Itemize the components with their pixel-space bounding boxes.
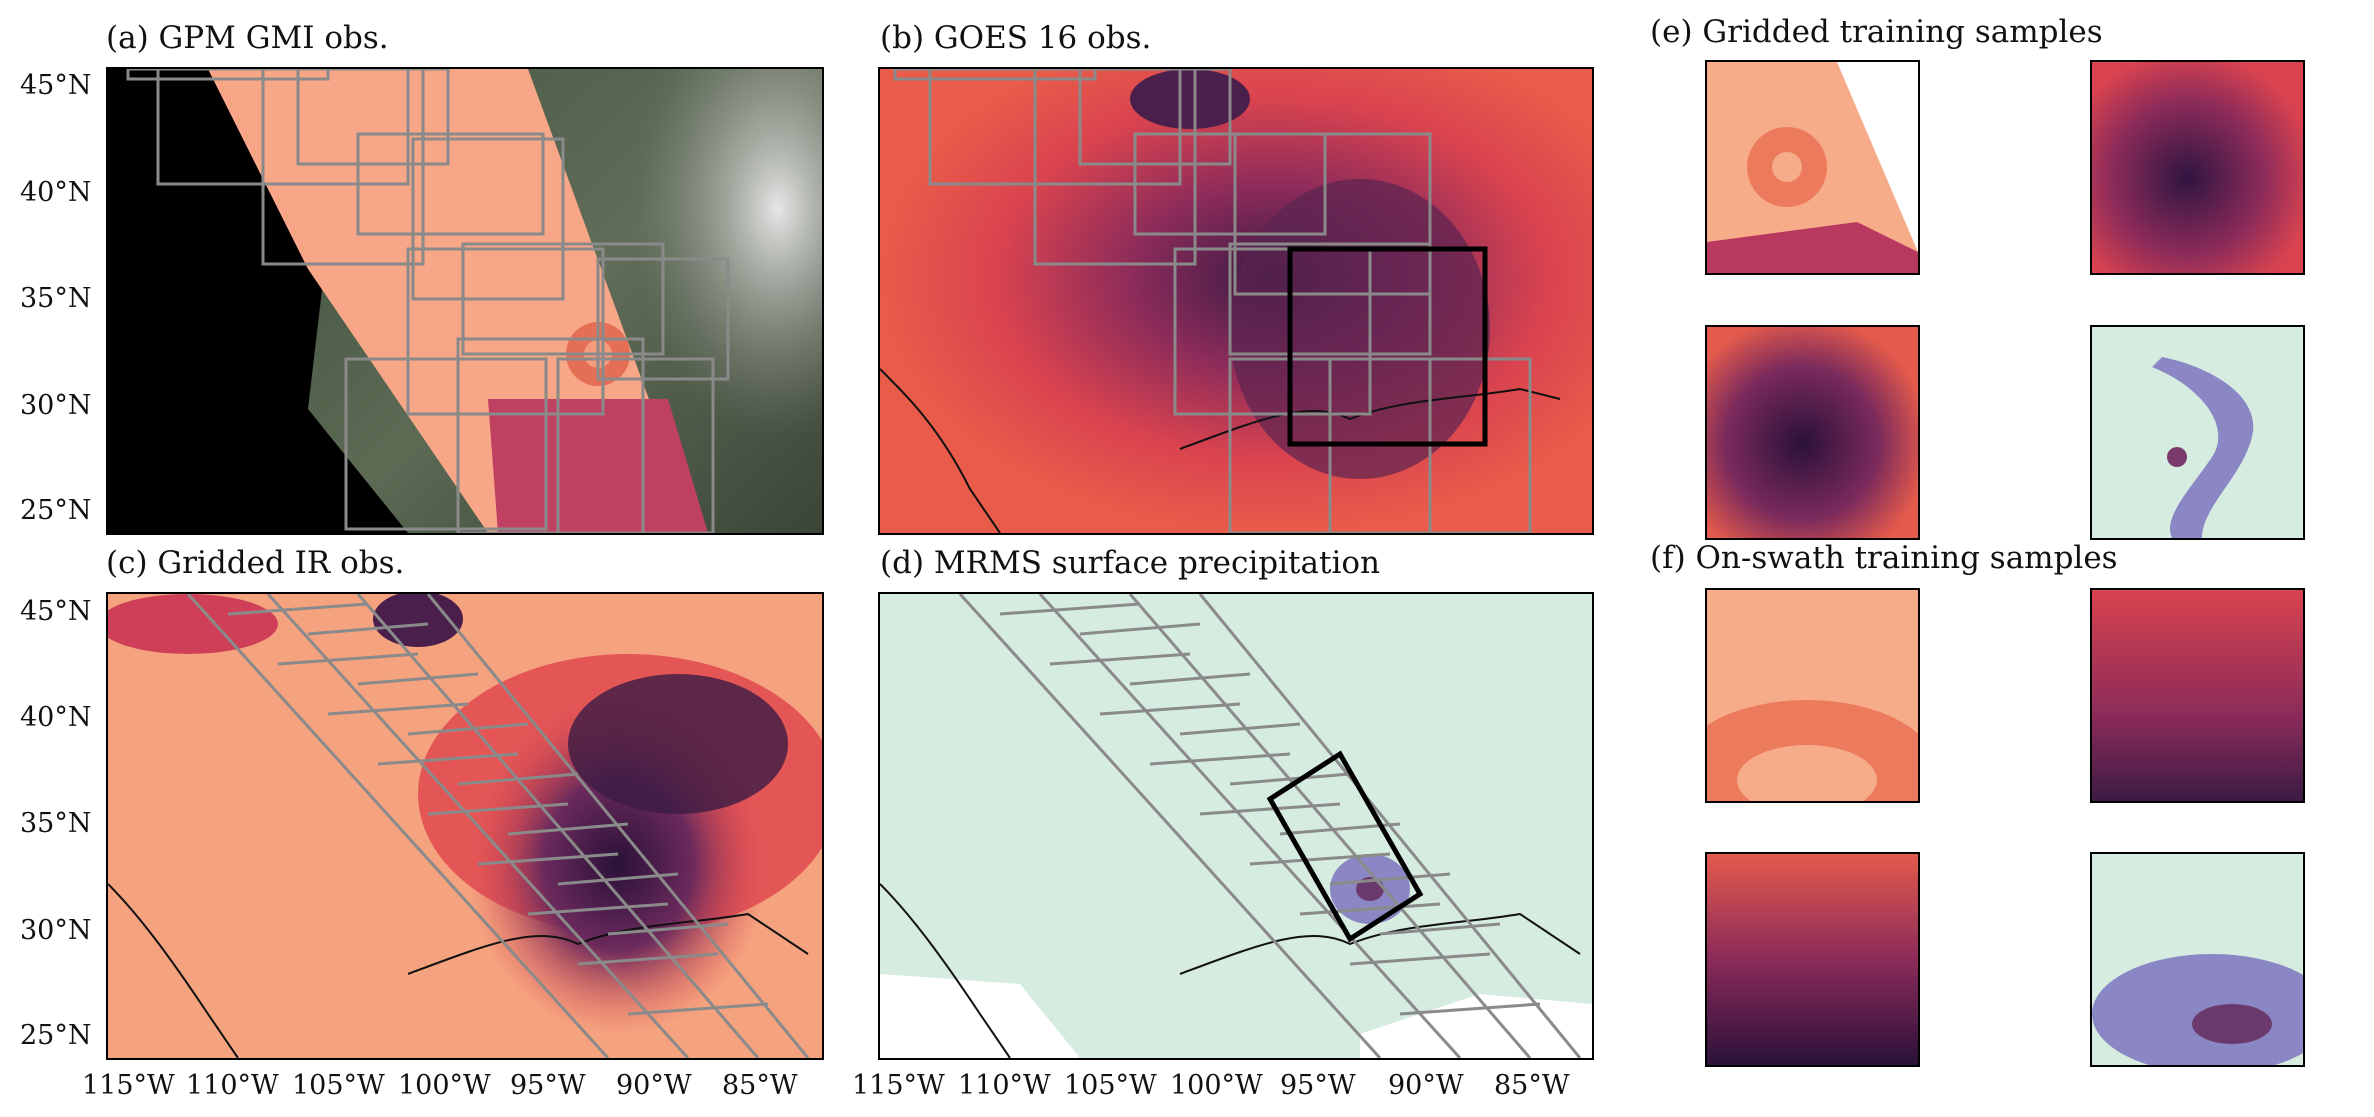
- panel-b-map: [878, 67, 1594, 535]
- lat-tick: 40°N: [20, 702, 92, 733]
- onswath-sample-precip: [2090, 852, 2305, 1067]
- panel-b-title: (b) GOES 16 obs.: [880, 20, 1152, 56]
- gridded-sample-gmi: [1705, 60, 1920, 275]
- lon-tick: 105°W: [1064, 1070, 1157, 1101]
- lon-tick: 90°W: [616, 1070, 692, 1101]
- lat-tick: 25°N: [20, 495, 92, 526]
- lon-tick: 95°W: [1280, 1070, 1356, 1101]
- lon-tick: 85°W: [1494, 1070, 1570, 1101]
- lat-tick: 45°N: [20, 596, 92, 627]
- lon-tick: 115°W: [852, 1070, 945, 1101]
- lat-tick: 30°N: [20, 390, 92, 421]
- lon-tick: 100°W: [1170, 1070, 1263, 1101]
- gridded-sample-goes: [2090, 60, 2305, 275]
- lat-tick: 25°N: [20, 1020, 92, 1051]
- gridded-sample-ir: [1705, 325, 1920, 540]
- onswath-sample-goes: [2090, 588, 2305, 803]
- panel-c-map: [106, 592, 824, 1060]
- lat-tick: 35°N: [20, 808, 92, 839]
- lat-tick: 45°N: [20, 70, 92, 101]
- gridded-sample-precip: [2090, 325, 2305, 540]
- panel-e-title: (e) Gridded training samples: [1650, 14, 2103, 50]
- lat-tick: 35°N: [20, 283, 92, 314]
- panel-a-title: (a) GPM GMI obs.: [106, 20, 389, 56]
- onswath-sample-gmi: [1705, 588, 1920, 803]
- lon-tick: 100°W: [398, 1070, 491, 1101]
- panel-a-map: [106, 67, 824, 535]
- panel-c-title: (c) Gridded IR obs.: [106, 545, 405, 581]
- lon-tick: 95°W: [510, 1070, 586, 1101]
- panel-d-map: [878, 592, 1594, 1060]
- lat-tick: 40°N: [20, 177, 92, 208]
- lat-tick: 30°N: [20, 915, 92, 946]
- lon-tick: 105°W: [292, 1070, 385, 1101]
- panel-d-title: (d) MRMS surface precipitation: [880, 545, 1380, 581]
- lon-tick: 90°W: [1388, 1070, 1464, 1101]
- lon-tick: 110°W: [186, 1070, 279, 1101]
- panel-f-title: (f) On-swath training samples: [1650, 540, 2118, 576]
- lon-tick: 85°W: [722, 1070, 798, 1101]
- onswath-sample-ir: [1705, 852, 1920, 1067]
- lon-tick: 110°W: [958, 1070, 1051, 1101]
- lon-tick: 115°W: [82, 1070, 175, 1101]
